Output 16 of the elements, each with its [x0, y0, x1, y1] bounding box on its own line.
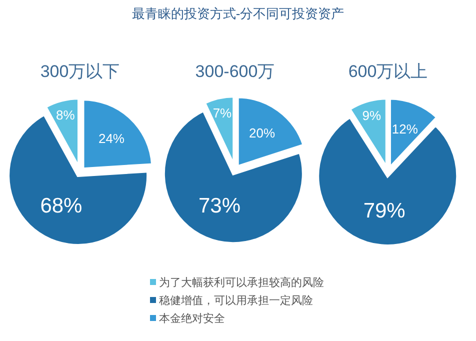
data-label: 73% — [198, 194, 241, 218]
data-label: 12% — [392, 122, 418, 137]
data-label: 68% — [40, 194, 82, 218]
data-label: 20% — [249, 125, 276, 140]
data-label: 7% — [212, 105, 232, 120]
legend-label: 为了大幅获利可以承担较高的风险 — [159, 276, 324, 289]
data-label: 9% — [362, 108, 382, 124]
data-label: 8% — [56, 108, 76, 123]
legend-label: 稳健增值，可以用承担一定风险 — [159, 294, 313, 307]
chart-subtitle: 600万以上 — [348, 62, 428, 81]
chart-subtitle: 300-600万 — [195, 62, 275, 81]
data-label: 24% — [98, 130, 125, 146]
chart-subtitle: 300万以下 — [40, 62, 120, 81]
legend-label: 本金绝对安全 — [159, 312, 225, 325]
chart-title: 最青睐的投资方式-分不同可投资资产 — [132, 6, 344, 21]
data-label: 79% — [363, 199, 406, 222]
